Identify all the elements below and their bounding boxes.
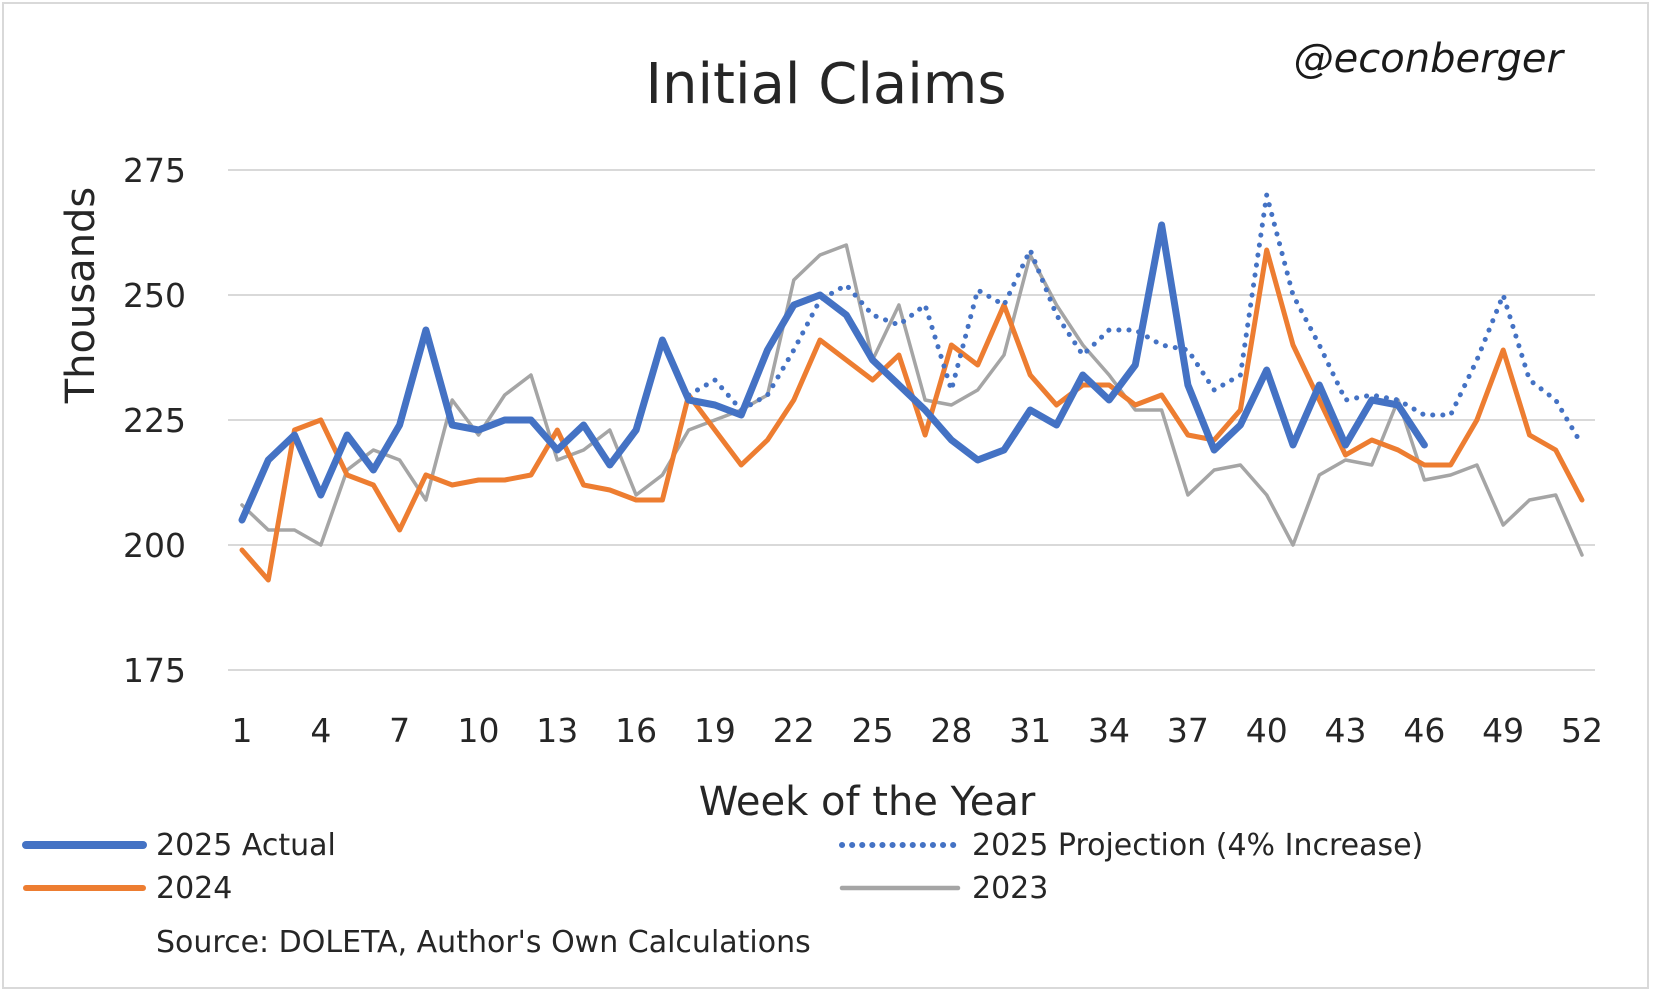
legend-label: 2023 (972, 871, 1048, 906)
legend-label: 2024 (156, 871, 232, 906)
x-tick-label: 40 (1246, 711, 1288, 750)
y-axis-title: Thousands (58, 187, 104, 405)
y-tick-label: 200 (123, 526, 186, 565)
x-tick-label: 43 (1325, 711, 1367, 750)
x-tick-label: 37 (1167, 711, 1209, 750)
series-line-2 (239, 247, 1585, 583)
x-tick-label: 7 (389, 711, 410, 750)
series-line-1 (686, 192, 1585, 448)
x-axis-title: Week of the Year (699, 779, 1036, 825)
x-tick-label: 31 (1009, 711, 1051, 750)
source-note: Source: DOLETA, Author's Own Calculation… (156, 925, 811, 960)
y-tick-label: 175 (123, 651, 186, 690)
legend: 2025 Actual 2025 Projection (4% Increase)… (22, 828, 1423, 906)
x-tick-label: 22 (773, 711, 815, 750)
series-layer (238, 192, 1585, 583)
x-tick-label: 16 (615, 711, 657, 750)
legend-label: 2025 Projection (4% Increase) (972, 828, 1423, 863)
y-tick-label: 225 (123, 401, 186, 440)
author-handle: @econberger (1294, 36, 1566, 82)
x-tick-label: 13 (536, 711, 578, 750)
x-tick-label: 46 (1403, 711, 1445, 750)
x-axis-ticks: 1 4 7 10 13 16 19 22 25 28 31 34 37 40 43 46 49 52 (232, 711, 1604, 750)
x-tick-label: 4 (310, 711, 331, 750)
series-line-0 (238, 221, 1428, 524)
x-tick-label: 25 (852, 711, 894, 750)
x-tick-label: 10 (457, 711, 499, 750)
chart-title: Initial Claims (645, 52, 1006, 117)
x-tick-label: 52 (1561, 711, 1603, 750)
y-axis-ticks: 175 200 225 250 275 (123, 151, 186, 690)
y-tick-label: 250 (123, 276, 186, 315)
x-tick-label: 1 (232, 711, 253, 750)
x-tick-label: 34 (1088, 711, 1130, 750)
x-tick-label: 28 (930, 711, 972, 750)
y-tick-label: 275 (123, 151, 186, 190)
gridlines (228, 169, 1595, 671)
legend-label: 2025 Actual (156, 828, 336, 863)
x-tick-label: 49 (1482, 711, 1524, 750)
series-line-3 (240, 243, 1584, 557)
x-tick-label: 19 (694, 711, 736, 750)
